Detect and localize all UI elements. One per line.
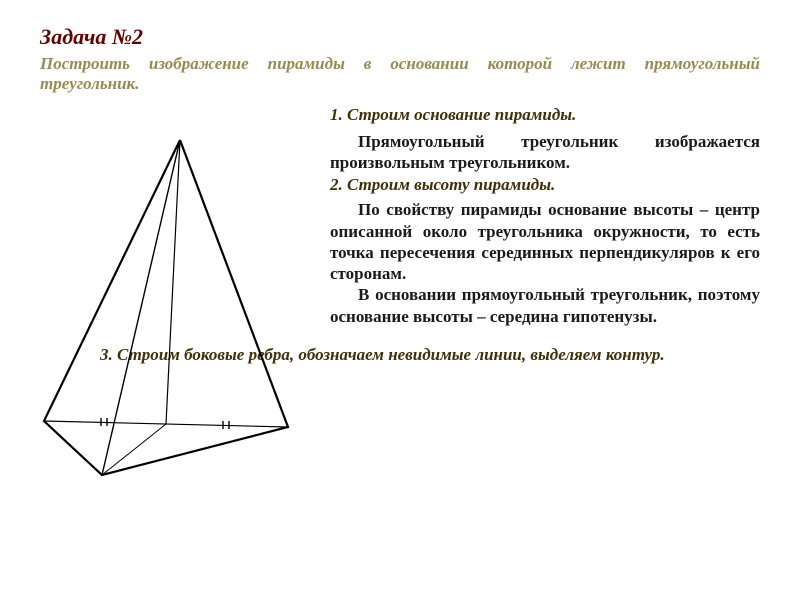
task-subtitle: Построить изображение пирамиды в основан…	[40, 54, 760, 95]
edge-apex-c	[102, 140, 180, 475]
pyramid-outline	[44, 140, 288, 475]
step-1-heading: 1. Строим основание пирамиды.	[330, 105, 760, 125]
body-3: В основании прямоугольный треугольник, п…	[330, 284, 760, 327]
pyramid-height	[166, 140, 180, 424]
body-2: По свойству пирамиды основание высоты – …	[330, 199, 760, 284]
pyramid-diagram	[30, 125, 330, 495]
content-zone: 1. Строим основание пирамиды. Прямоуголь…	[40, 105, 760, 365]
right-column: 1. Строим основание пирамиды. Прямоуголь…	[330, 105, 760, 327]
step-2-heading: 2. Строим высоту пирамиды.	[330, 175, 760, 195]
task-title: Задача №2	[40, 24, 760, 50]
body-1: Прямоугольный треугольник изображается п…	[330, 131, 760, 174]
